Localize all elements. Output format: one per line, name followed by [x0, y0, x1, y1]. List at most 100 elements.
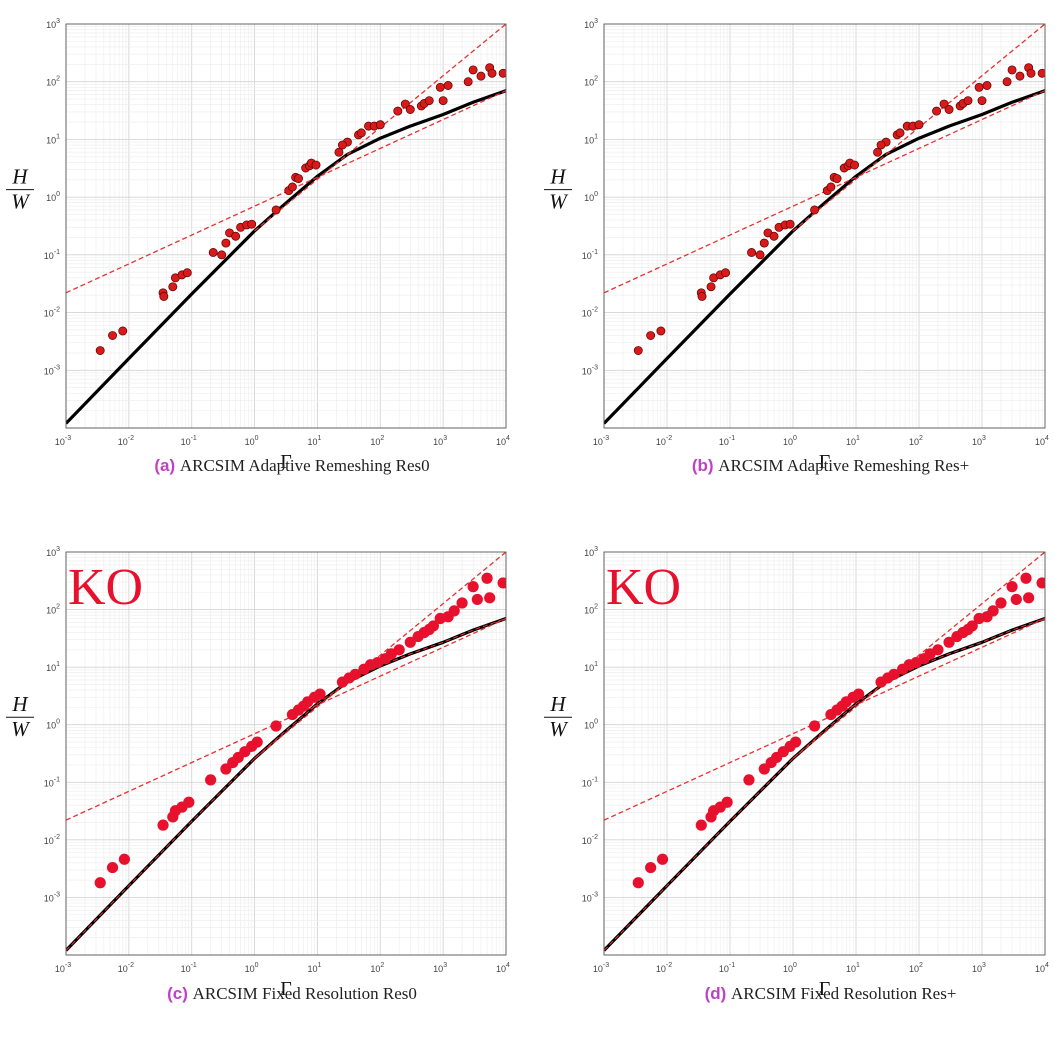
- data-point: [1023, 592, 1035, 604]
- data-point: [435, 82, 445, 92]
- data-point: [656, 326, 666, 336]
- x-tick-label: 100: [783, 962, 797, 974]
- data-point: [183, 796, 195, 808]
- data-point: [349, 668, 361, 680]
- asymptote-overlay: [604, 618, 1045, 951]
- x-tick-label: 10-3: [55, 962, 71, 974]
- data-point: [939, 99, 949, 109]
- plot-area: [66, 552, 506, 955]
- axes-frame: [65, 551, 507, 956]
- plot-area: [66, 24, 506, 428]
- data-point: [314, 688, 326, 700]
- data-point: [963, 96, 973, 106]
- data-point: [405, 105, 415, 114]
- x-tick-label: 10-1: [719, 435, 735, 447]
- x-tick-label: 103: [433, 962, 447, 974]
- data-point: [424, 96, 434, 106]
- data-point: [471, 593, 483, 606]
- y-tick-label: 101: [584, 661, 598, 673]
- data-point: [456, 597, 468, 609]
- data-point: [168, 282, 178, 292]
- data-point: [1037, 68, 1045, 78]
- data-point: [95, 346, 105, 355]
- asymptote-line: [254, 552, 506, 759]
- data-point: [182, 268, 192, 278]
- y-tick-label: 100: [46, 719, 60, 731]
- y-tick-label: 100: [46, 191, 60, 203]
- y-tick-label: 10-2: [44, 834, 60, 846]
- data-point: [467, 581, 479, 593]
- panel-tag: (d): [705, 984, 731, 1003]
- data-point: [974, 82, 984, 92]
- data-point: [484, 592, 496, 604]
- panel-c: 10-3 10-2 10-1 100 101 102 103 104 10-3 10-2 10-1 1…: [6, 546, 510, 1003]
- data-point: [106, 861, 119, 874]
- x-tick-label: 10-1: [719, 962, 735, 974]
- data-point: [251, 736, 263, 748]
- y-tick-label: 101: [584, 133, 598, 145]
- x-tick-label: 104: [496, 435, 510, 447]
- x-tick-label: 101: [307, 962, 321, 974]
- data-point: [1010, 593, 1022, 606]
- asymptote-line: [604, 617, 1045, 821]
- x-tick-label: 10-2: [118, 435, 134, 447]
- y-tick-label: 103: [584, 546, 598, 558]
- data-point: [118, 326, 128, 336]
- y-tick-label: 10-1: [582, 249, 598, 261]
- x-tick-label: 103: [433, 435, 447, 447]
- y-axis-label-denominator: W: [11, 717, 31, 741]
- data-point: [404, 636, 416, 648]
- data-point: [337, 140, 347, 150]
- data-point: [94, 877, 106, 889]
- data-point: [982, 81, 992, 90]
- x-tick-label: 100: [783, 435, 797, 447]
- axes-frame: [603, 23, 1046, 429]
- data-point: [695, 819, 707, 831]
- panel-b: 10-3 10-2 10-1 100 101 102 103 104 10-3 10-2 10-1 1…: [544, 18, 1049, 475]
- plot-area: [604, 552, 1045, 955]
- y-tick-label: 101: [46, 133, 60, 145]
- y-tick-label: 10-1: [582, 776, 598, 788]
- data-point: [832, 174, 842, 183]
- data-point: [497, 577, 506, 589]
- data-point: [271, 205, 281, 215]
- data-point: [706, 282, 716, 292]
- y-axis-label-numerator: H: [549, 692, 567, 716]
- x-tick-label: 10-3: [593, 435, 609, 447]
- y-tick-label: 102: [584, 604, 598, 616]
- data-point: [1020, 572, 1032, 584]
- data-layer: [604, 24, 1045, 425]
- panel-tag: (a): [154, 456, 180, 475]
- y-tick-label: 10-2: [582, 307, 598, 319]
- data-point: [785, 219, 795, 229]
- data-point: [1007, 65, 1017, 75]
- data-point: [157, 819, 169, 831]
- caption-text: Adaptive Remeshing Res0: [245, 456, 430, 475]
- y-tick-label: 10-3: [44, 891, 60, 903]
- x-axis-label: Γ: [280, 451, 292, 473]
- caption-text: Adaptive Remeshing Res+: [783, 456, 969, 475]
- data-point: [217, 250, 227, 260]
- panel-a: 10-3 10-2 10-1 100 101 102 103 104 10-3 10-2 10-1 1…: [6, 18, 510, 475]
- data-point: [476, 71, 486, 81]
- y-axis-label-numerator: H: [549, 165, 567, 189]
- data-point: [721, 268, 731, 278]
- x-tick-label: 101: [307, 435, 321, 447]
- grid: [65, 24, 506, 429]
- x-tick-label: 103: [972, 962, 986, 974]
- panel-caption: (a) ARCSIM Adaptive Remeshing Res0: [154, 456, 429, 475]
- data-point: [759, 238, 769, 248]
- data-point: [247, 219, 257, 229]
- data-point: [118, 853, 131, 865]
- x-axis-label: Γ: [280, 978, 292, 1000]
- data-point: [463, 77, 473, 87]
- grid: [603, 552, 1045, 956]
- model-curve: [66, 89, 506, 425]
- data-point: [943, 636, 955, 648]
- data-layer: [66, 552, 506, 952]
- data-point: [790, 736, 802, 748]
- data-point: [205, 774, 217, 786]
- y-tick-label: 102: [584, 76, 598, 88]
- x-tick-label: 102: [370, 435, 384, 447]
- axes-frame: [603, 551, 1046, 956]
